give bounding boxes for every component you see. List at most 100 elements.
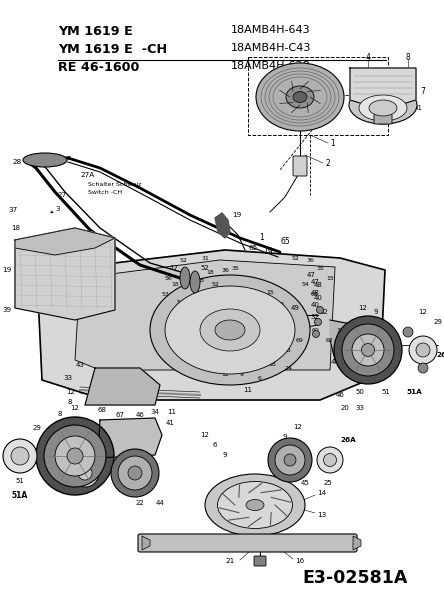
Text: 20: 20 [354,319,362,325]
Text: YM 1619 E  -CH: YM 1619 E -CH [58,43,167,56]
Text: Schalter Schweiz: Schalter Schweiz [88,182,141,187]
Text: 35: 35 [316,265,324,271]
Text: 9: 9 [374,309,378,315]
Text: 37: 37 [9,207,18,213]
Ellipse shape [317,307,324,313]
Ellipse shape [418,363,428,373]
Text: E3-02581A: E3-02581A [302,569,408,587]
Text: 4: 4 [365,52,370,61]
Ellipse shape [36,417,114,495]
Text: 32: 32 [310,314,319,320]
Ellipse shape [118,456,152,490]
Text: 44: 44 [156,500,164,506]
Ellipse shape [205,474,305,536]
Text: 18AMB4H-C43: 18AMB4H-C43 [231,43,311,53]
Ellipse shape [342,324,394,376]
Text: 18: 18 [171,283,179,287]
Text: 53: 53 [231,298,239,302]
Ellipse shape [180,267,190,289]
Bar [248,57,388,135]
Ellipse shape [11,447,29,465]
Text: 41: 41 [166,420,174,426]
Text: 51A: 51A [12,491,28,500]
Text: 50: 50 [356,389,365,395]
Text: 36: 36 [306,257,314,263]
Text: 11: 11 [196,358,204,362]
FancyBboxPatch shape [374,114,392,124]
Text: 38: 38 [196,277,204,283]
Text: 59: 59 [251,359,259,364]
Text: 18: 18 [206,269,214,275]
Text: 32: 32 [319,309,328,315]
Text: 50: 50 [285,335,294,341]
Text: 54: 54 [301,283,309,287]
Text: 19: 19 [232,212,241,218]
Ellipse shape [3,439,37,473]
Text: 47: 47 [307,272,316,278]
Ellipse shape [313,331,320,337]
Ellipse shape [403,327,413,337]
Text: 25: 25 [324,480,333,486]
Text: 6: 6 [258,376,262,380]
Text: 13: 13 [317,512,326,518]
Text: 16: 16 [295,558,304,564]
Ellipse shape [349,86,417,124]
Text: 1: 1 [330,139,335,148]
Text: 2: 2 [325,158,330,167]
Ellipse shape [284,454,296,466]
Text: YM 1619 E: YM 1619 E [58,25,132,38]
Ellipse shape [268,438,312,482]
Ellipse shape [55,436,95,476]
Ellipse shape [334,316,402,384]
Text: 26: 26 [100,460,109,466]
Text: 63: 63 [211,302,219,307]
Text: 18: 18 [11,225,20,231]
Text: 12: 12 [66,389,75,395]
Text: 12: 12 [221,373,229,377]
Text: 23: 23 [146,422,155,428]
Text: 39: 39 [2,307,11,313]
Text: 46: 46 [336,392,345,398]
FancyBboxPatch shape [254,556,266,566]
Text: 46: 46 [135,412,144,418]
Text: 21: 21 [225,558,234,564]
Text: 52: 52 [179,257,187,263]
Text: 29: 29 [32,425,41,431]
Text: 45: 45 [301,480,309,486]
Text: 48: 48 [314,282,323,288]
Text: 65: 65 [248,245,257,251]
Text: 53: 53 [161,292,169,298]
Ellipse shape [324,454,337,467]
Polygon shape [350,68,416,110]
Text: 7: 7 [420,88,425,97]
Ellipse shape [71,459,99,487]
Polygon shape [98,418,162,458]
Text: 50: 50 [206,365,214,370]
Text: 26A: 26A [340,437,356,443]
Text: 33: 33 [351,337,359,343]
Text: 18AMB4H-628: 18AMB4H-628 [231,61,311,71]
Text: 40: 40 [310,302,319,308]
Text: 6: 6 [213,442,217,448]
Text: 12: 12 [359,305,368,311]
Text: 3: 3 [56,206,60,212]
Text: 15: 15 [326,275,334,280]
Ellipse shape [275,445,305,475]
Polygon shape [330,320,388,360]
Ellipse shape [286,86,314,108]
Ellipse shape [67,448,83,464]
Polygon shape [38,250,385,400]
Ellipse shape [78,466,92,480]
Text: 33: 33 [356,405,365,411]
Text: 12: 12 [419,309,428,315]
Text: 12: 12 [201,432,210,438]
Polygon shape [85,368,160,405]
Text: 36: 36 [221,268,229,272]
Text: 8: 8 [406,52,410,61]
Ellipse shape [215,320,245,340]
Text: 15: 15 [266,289,274,295]
Text: 16: 16 [181,272,189,277]
Polygon shape [215,213,230,238]
Polygon shape [75,260,335,370]
Text: 54: 54 [251,292,259,298]
